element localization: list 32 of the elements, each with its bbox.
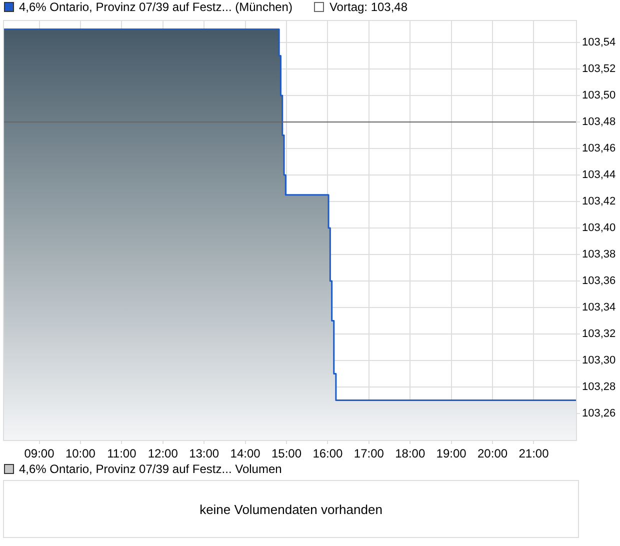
legend-label: 4,6% Ontario, Provinz 07/39 auf Festz... (München) <box>19 0 292 14</box>
y-tick-label: 103,44 <box>582 169 616 182</box>
y-tick-label: 103,36 <box>582 275 616 288</box>
y-tick-label: 103,50 <box>582 90 616 102</box>
text: 4,6% Ontario, Provinz 07/39 auf Festz... Volumen <box>19 462 282 476</box>
y-tick-label: 103,34 <box>582 302 616 314</box>
y-tick-label: 103,46 <box>582 142 616 155</box>
y-tick-label: 103,30 <box>582 354 616 367</box>
y-tick-label: 103,38 <box>582 248 616 261</box>
x-tick-label: 09:00 <box>24 446 55 461</box>
y-tick-label: 103,40 <box>582 222 616 234</box>
y-tick-label: 103,54 <box>582 36 616 49</box>
y-tick-label: 103,42 <box>582 196 616 208</box>
x-tick-label: 13:00 <box>189 446 220 461</box>
y-tick-label: 103,48 <box>582 116 616 128</box>
x-tick-label: 16:00 <box>312 446 344 461</box>
y-tick-label: 103,52 <box>582 63 616 76</box>
x-tick-label: 21:00 <box>518 446 550 461</box>
x-tick-label: 11:00 <box>107 446 137 461</box>
text: keine Volumendaten vorhanden <box>200 502 382 516</box>
y-tick-label: 103,26 <box>582 408 616 420</box>
x-tick-label: 15:00 <box>271 446 302 461</box>
x-tick-label: 17:00 <box>354 446 384 461</box>
x-tick-label: 12:00 <box>148 446 178 461</box>
y-tick-label: 103,32 <box>582 328 616 340</box>
x-tick-label: 19:00 <box>436 446 467 461</box>
x-tick-label: 10:00 <box>65 446 96 461</box>
y-tick-label: 103,28 <box>582 381 616 394</box>
legend-label: Vortag: 103,48 <box>329 0 408 14</box>
x-tick-label: 18:00 <box>395 446 426 461</box>
x-tick-label: 20:00 <box>478 446 508 461</box>
x-tick-label: 14:00 <box>230 446 261 461</box>
